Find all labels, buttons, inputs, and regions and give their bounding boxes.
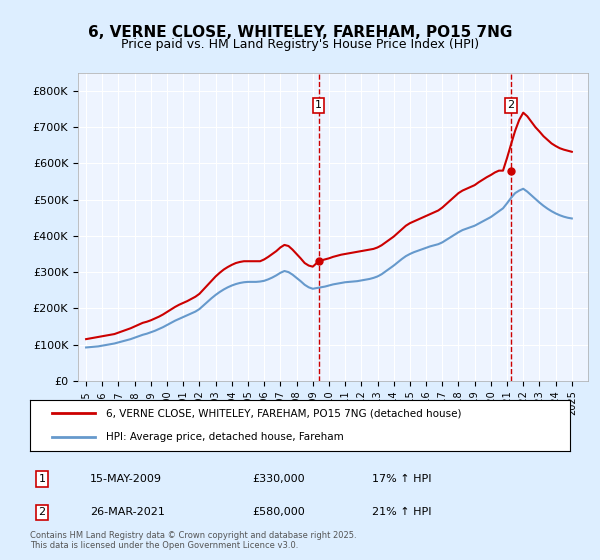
Text: 15-MAY-2009: 15-MAY-2009 <box>90 474 162 484</box>
Text: 2: 2 <box>38 507 46 517</box>
Text: HPI: Average price, detached house, Fareham: HPI: Average price, detached house, Fare… <box>106 432 343 442</box>
Text: 1: 1 <box>315 100 322 110</box>
Text: Price paid vs. HM Land Registry's House Price Index (HPI): Price paid vs. HM Land Registry's House … <box>121 38 479 51</box>
Text: £330,000: £330,000 <box>252 474 305 484</box>
Text: 6, VERNE CLOSE, WHITELEY, FAREHAM, PO15 7NG: 6, VERNE CLOSE, WHITELEY, FAREHAM, PO15 … <box>88 25 512 40</box>
Text: 1: 1 <box>38 474 46 484</box>
Text: 21% ↑ HPI: 21% ↑ HPI <box>372 507 431 517</box>
Text: Contains HM Land Registry data © Crown copyright and database right 2025.
This d: Contains HM Land Registry data © Crown c… <box>30 530 356 550</box>
Text: 6, VERNE CLOSE, WHITELEY, FAREHAM, PO15 7NG (detached house): 6, VERNE CLOSE, WHITELEY, FAREHAM, PO15 … <box>106 408 461 418</box>
Text: 17% ↑ HPI: 17% ↑ HPI <box>372 474 431 484</box>
Text: 2: 2 <box>507 100 514 110</box>
Text: £580,000: £580,000 <box>252 507 305 517</box>
Text: 26-MAR-2021: 26-MAR-2021 <box>90 507 165 517</box>
